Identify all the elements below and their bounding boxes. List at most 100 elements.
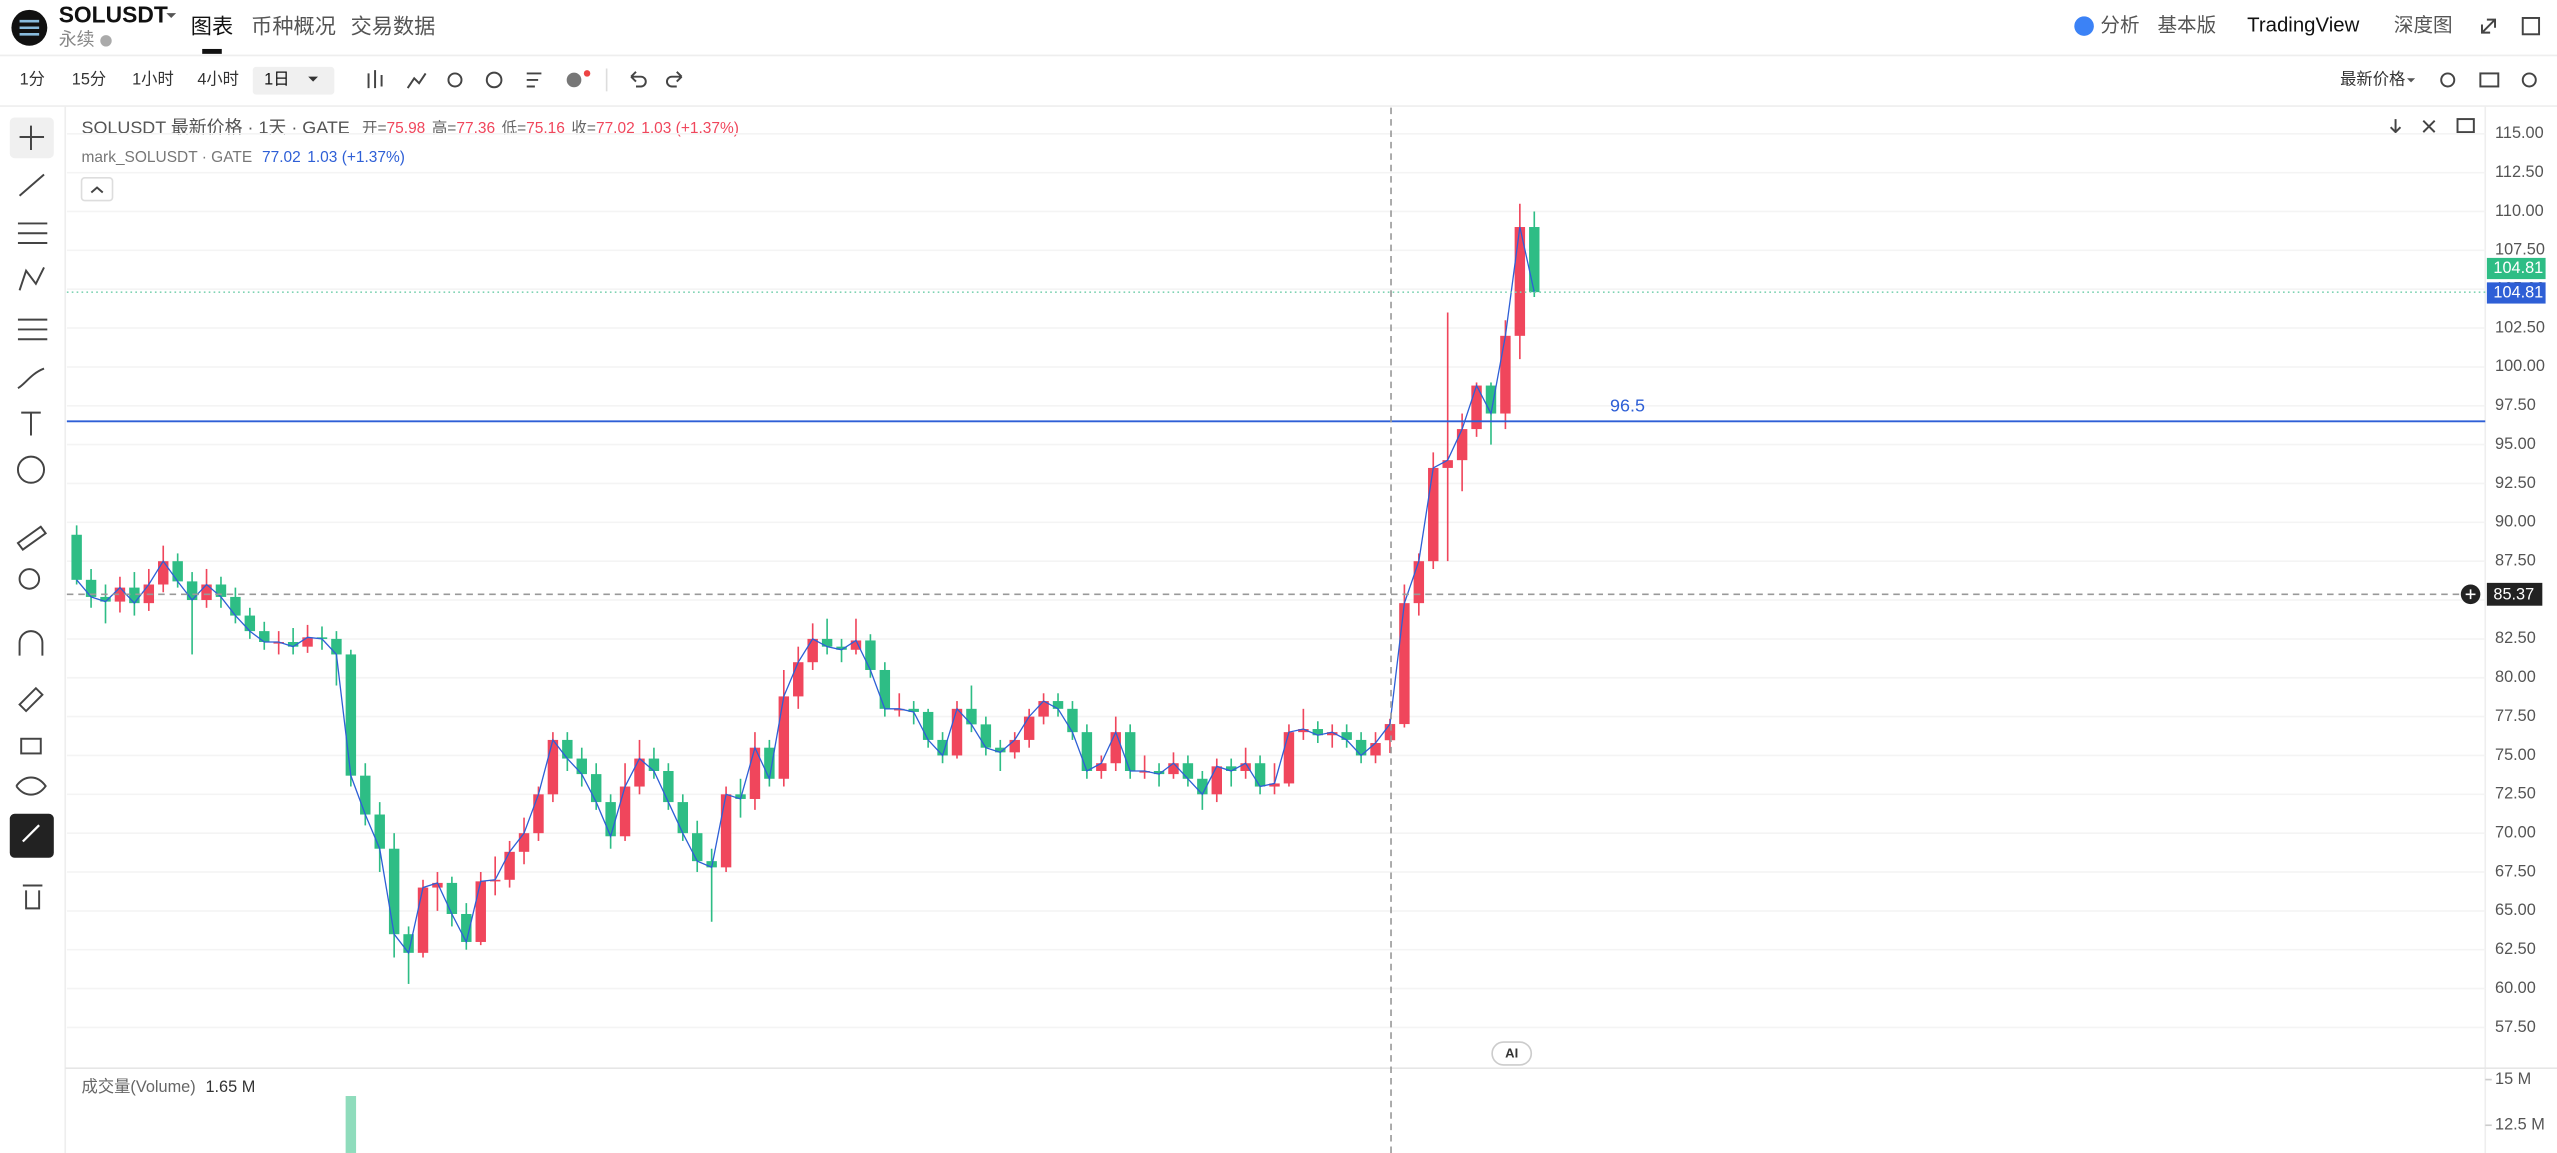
y-tick-label: 60.00	[2495, 979, 2536, 997]
candle-body	[980, 724, 992, 748]
candle-body	[836, 646, 847, 650]
dropdown[interactable]	[166, 13, 177, 18]
interval[interactable]: 1分	[20, 70, 45, 88]
candle-body	[1168, 763, 1179, 775]
y-tick-label: 90.00	[2495, 513, 2536, 531]
price-source[interactable]: 最新价格	[2340, 70, 2405, 88]
candle-body	[273, 642, 284, 644]
candle-body	[995, 747, 1006, 753]
tab[interactable]: 图表	[191, 14, 233, 38]
y-tick-label: 57.50	[2495, 1018, 2536, 1036]
tab[interactable]: 币种概况	[251, 14, 336, 38]
candle-body	[1485, 385, 1497, 414]
candle-body	[894, 708, 905, 711]
candle-body	[619, 786, 631, 837]
dropdown[interactable]	[308, 76, 318, 82]
candle-body	[186, 581, 198, 601]
candle-body	[331, 638, 342, 655]
contract-type: 永续	[59, 30, 95, 50]
volume-tick-label: 12.5 M	[2495, 1116, 2545, 1134]
menu-item[interactable]: TradingView	[2247, 15, 2359, 37]
candle-body	[1067, 708, 1078, 733]
candle-body	[446, 882, 458, 914]
candle-body	[1110, 732, 1121, 764]
menu-item[interactable]: 分析	[2100, 14, 2139, 36]
candle-body	[922, 711, 934, 740]
candle-body	[158, 561, 169, 585]
candle-body	[1500, 335, 1511, 414]
legend-label: 高=	[432, 119, 457, 137]
interval[interactable]: 1日	[264, 70, 289, 88]
ai-badge-label: AI	[1505, 1046, 1518, 1061]
dropdown[interactable]	[2406, 78, 2416, 83]
candle-body	[1009, 739, 1020, 753]
candle-body	[692, 833, 703, 862]
candle-body	[1153, 771, 1165, 775]
candle-body	[1384, 724, 1396, 741]
y-tick-label: 102.50	[2495, 318, 2545, 336]
legend-value: 77.02	[596, 120, 635, 137]
tab[interactable]: 交易数据	[351, 14, 436, 38]
interval[interactable]: 4小时	[197, 70, 239, 88]
y-tick-label: 62.50	[2495, 940, 2536, 958]
mark-price-box	[2486, 282, 2546, 304]
candle-body	[1182, 763, 1194, 779]
y-tick-label: 97.50	[2495, 396, 2536, 414]
expand-icon[interactable]	[2481, 18, 2497, 34]
ohlc-legend: 开=75.98 高=77.36 低=75.16 收=77.02 1.03 (+1.37%…	[362, 119, 739, 137]
candle-body	[100, 596, 111, 602]
candle-body	[821, 638, 833, 647]
collapse-button[interactable]	[80, 176, 114, 202]
menu-item[interactable]: 深度图	[2394, 14, 2453, 36]
candle-body	[1413, 561, 1425, 604]
candle-body	[316, 637, 328, 639]
toolbar-right-icons	[2440, 72, 2537, 88]
window-icon[interactable]	[2521, 16, 2541, 36]
candle-body	[1211, 766, 1222, 795]
interval[interactable]: 1小时	[132, 70, 174, 88]
mark-price-label: 104.81	[2493, 283, 2543, 301]
y-tick-label: 67.50	[2495, 862, 2536, 880]
candle-body	[1370, 743, 1381, 756]
candle-body	[302, 637, 313, 647]
y-tick-label: 92.50	[2495, 474, 2536, 492]
menu-item[interactable]: 基本版	[2157, 14, 2216, 36]
interval[interactable]: 15分	[72, 70, 106, 88]
candle-body	[908, 708, 919, 712]
candle-body	[1038, 701, 1049, 717]
candle-body	[547, 739, 559, 795]
legend-label: 低=	[502, 119, 527, 137]
y-tick-label: 107.50	[2495, 241, 2545, 259]
candle-body	[778, 696, 790, 779]
legend-value: 77.36	[456, 120, 495, 137]
candle-body	[1355, 739, 1367, 756]
candle-body	[1442, 460, 1453, 468]
candle-body	[590, 774, 602, 803]
candle-body	[648, 758, 660, 772]
candle-body	[576, 758, 587, 775]
mark-price-line	[76, 226, 1535, 955]
candle-body	[374, 814, 385, 849]
candle-body	[85, 579, 97, 597]
candle-body	[677, 802, 689, 834]
candle-body	[403, 934, 414, 953]
candle-body	[1312, 729, 1324, 736]
candle-body	[1023, 716, 1035, 740]
y-tick-label: 115.00	[2495, 124, 2544, 142]
symbol[interactable]: SOLUSDT	[59, 1, 168, 27]
interval-active-bg	[252, 66, 335, 95]
mark-legend: mark_SOLUSDT · GATE 77.02 1.03 (+1.37%)	[82, 149, 405, 166]
candle-body	[1052, 701, 1064, 709]
collapse-icon	[90, 186, 104, 194]
y-tick-label: 75.00	[2495, 746, 2536, 764]
horizontal-line-label: 96.5	[1610, 395, 1645, 415]
candle-body	[749, 747, 761, 799]
info-icon[interactable]	[100, 35, 112, 47]
candle-body	[937, 739, 948, 756]
candle-body	[1124, 732, 1136, 772]
y-tick-label: 70.00	[2495, 823, 2536, 841]
candle-body	[172, 561, 183, 582]
candle-body	[230, 596, 241, 616]
volume-value: 1.65 M	[205, 1078, 255, 1096]
